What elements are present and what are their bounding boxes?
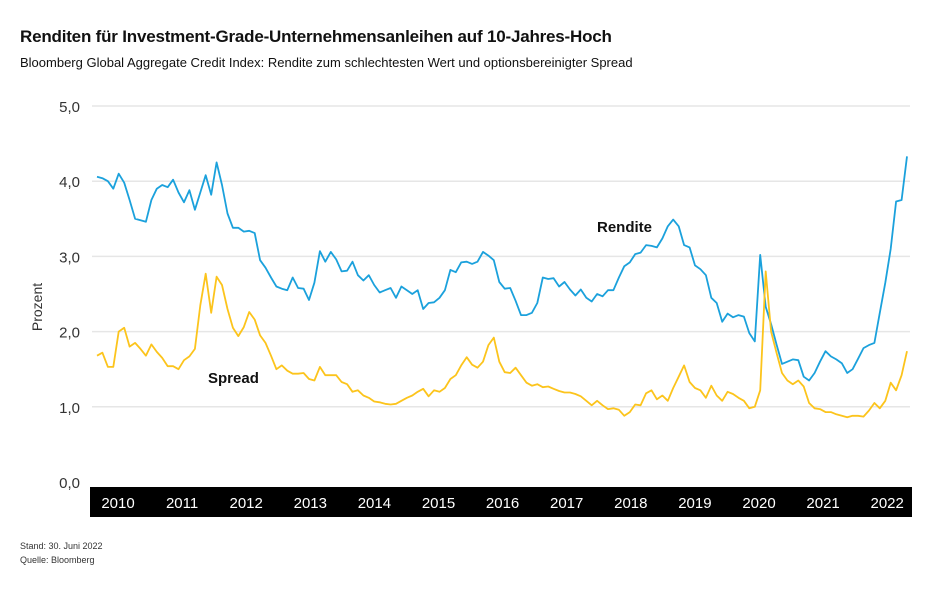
x-tick-label: 2011 — [166, 495, 198, 512]
y-axis-label: Prozent — [29, 283, 45, 331]
y-tick-label: 1,0 — [59, 400, 80, 417]
y-tick-label: 5,0 — [59, 99, 80, 116]
x-tick-label: 2016 — [486, 495, 519, 512]
x-tick-label: 2015 — [422, 495, 455, 512]
x-tick-label: 2022 — [871, 495, 904, 512]
x-tick-label: 2019 — [678, 495, 711, 512]
x-tick-label: 2017 — [550, 495, 583, 512]
footnote-source: Quelle: Bloomberg — [20, 555, 95, 565]
y-tick-label: 3,0 — [59, 249, 80, 266]
y-tick-label: 0,0 — [59, 475, 80, 492]
x-tick-label: 2014 — [358, 495, 391, 512]
y-tick-label: 4,0 — [59, 174, 80, 191]
x-axis-band — [90, 487, 912, 517]
series-line-rendite — [96, 156, 908, 382]
series-label-spread: Spread — [208, 370, 259, 387]
x-tick-label: 2010 — [101, 495, 134, 512]
x-tick-label: 2012 — [230, 495, 263, 512]
series-line-spread — [96, 270, 908, 419]
y-tick-label: 2,0 — [59, 325, 80, 342]
chart-subtitle: Bloomberg Global Aggregate Credit Index:… — [20, 55, 633, 70]
footnote-date: Stand: 30. Juni 2022 — [20, 541, 103, 551]
x-tick-label: 2020 — [742, 495, 775, 512]
x-tick-label: 2021 — [806, 495, 839, 512]
x-tick-label: 2013 — [294, 495, 327, 512]
x-tick-label: 2018 — [614, 495, 647, 512]
chart-title: Renditen für Investment-Grade-Unternehme… — [20, 27, 612, 46]
series-label-rendite: Rendite — [597, 219, 652, 236]
